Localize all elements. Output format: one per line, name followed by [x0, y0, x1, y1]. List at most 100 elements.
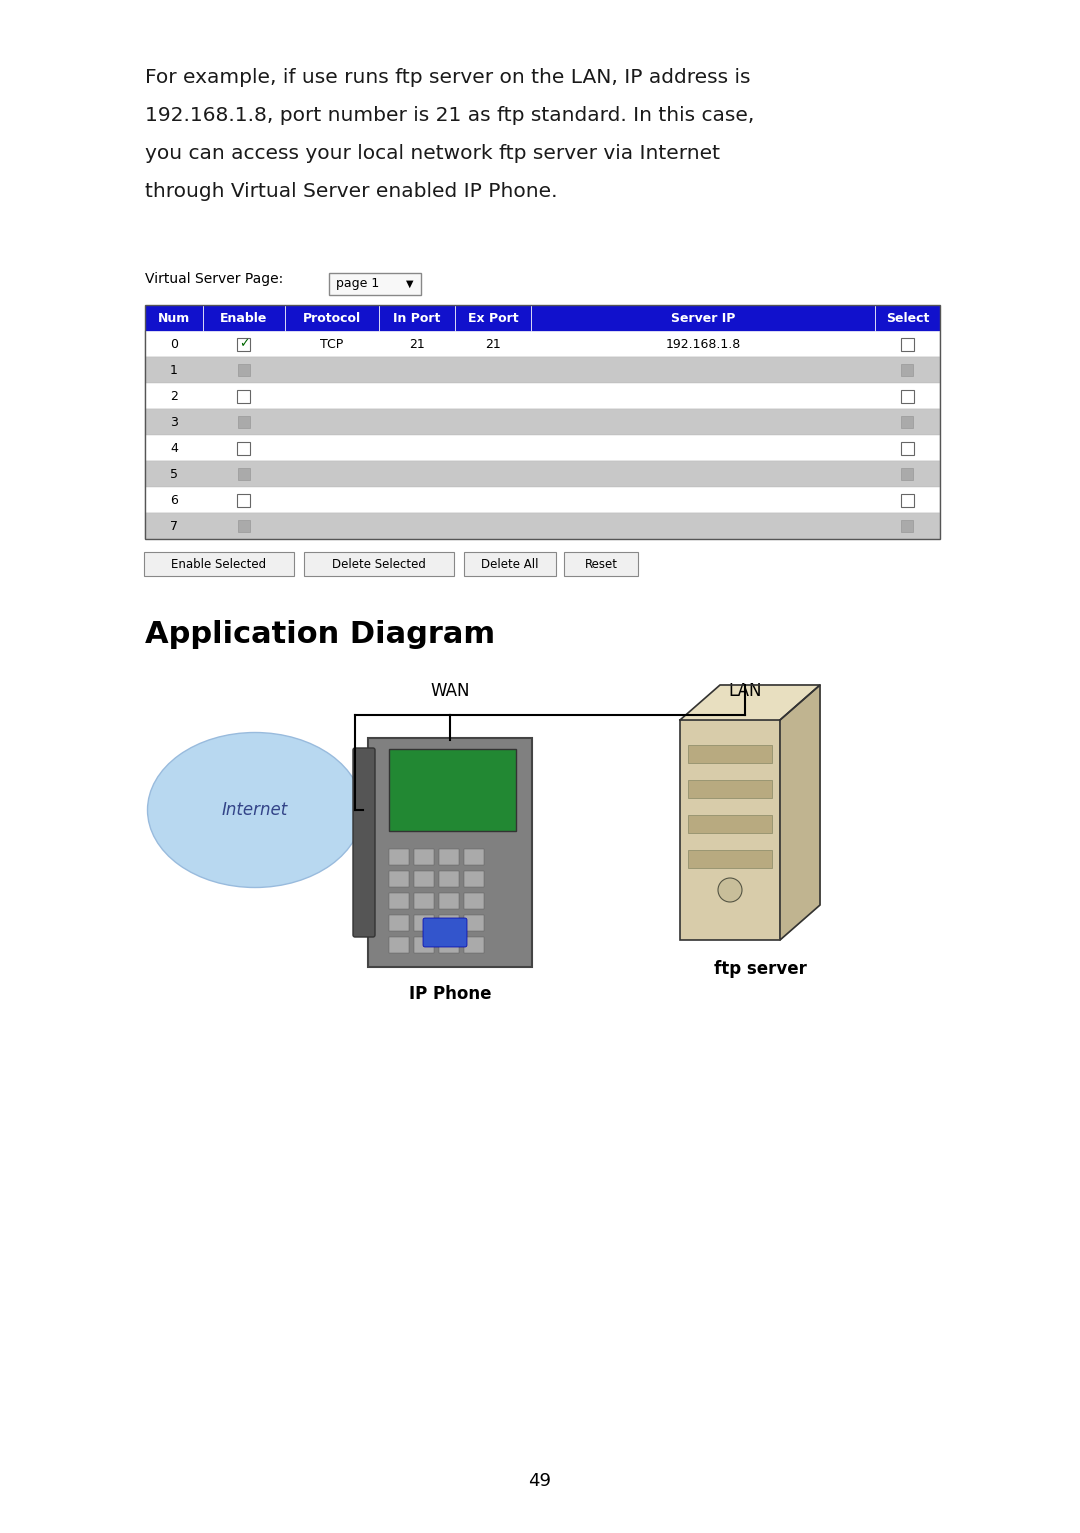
FancyBboxPatch shape — [145, 383, 940, 409]
FancyBboxPatch shape — [875, 305, 940, 331]
Text: ftp server: ftp server — [714, 960, 807, 978]
Text: 3: 3 — [170, 415, 178, 429]
FancyBboxPatch shape — [144, 552, 294, 576]
FancyBboxPatch shape — [423, 918, 467, 947]
Text: 1: 1 — [170, 363, 178, 377]
Text: For example, if use runs ftp server on the LAN, IP address is: For example, if use runs ftp server on t… — [145, 67, 751, 87]
Text: Enable Selected: Enable Selected — [172, 558, 267, 570]
FancyBboxPatch shape — [238, 337, 251, 351]
Text: IP Phone: IP Phone — [408, 986, 491, 1003]
Polygon shape — [780, 685, 820, 940]
Text: 49: 49 — [528, 1472, 552, 1490]
Text: Num: Num — [158, 311, 190, 325]
FancyBboxPatch shape — [902, 415, 914, 428]
Text: Protocol: Protocol — [302, 311, 361, 325]
Text: you can access your local network ftp server via Internet: you can access your local network ftp se… — [145, 144, 720, 162]
FancyBboxPatch shape — [455, 305, 531, 331]
FancyBboxPatch shape — [414, 894, 434, 909]
FancyBboxPatch shape — [901, 442, 914, 454]
FancyBboxPatch shape — [414, 849, 434, 865]
FancyBboxPatch shape — [238, 494, 251, 506]
FancyBboxPatch shape — [901, 494, 914, 506]
FancyBboxPatch shape — [414, 937, 434, 954]
FancyBboxPatch shape — [389, 849, 409, 865]
Text: Delete All: Delete All — [482, 558, 539, 570]
FancyBboxPatch shape — [145, 305, 203, 331]
FancyBboxPatch shape — [389, 894, 409, 909]
FancyBboxPatch shape — [688, 745, 772, 763]
FancyBboxPatch shape — [238, 442, 251, 454]
FancyBboxPatch shape — [438, 894, 459, 909]
Text: Reset: Reset — [584, 558, 618, 570]
Text: Enable: Enable — [220, 311, 268, 325]
Text: 6: 6 — [170, 494, 178, 506]
FancyBboxPatch shape — [238, 415, 249, 428]
FancyBboxPatch shape — [145, 514, 940, 540]
FancyBboxPatch shape — [389, 750, 516, 831]
Circle shape — [718, 878, 742, 901]
FancyBboxPatch shape — [688, 849, 772, 868]
FancyBboxPatch shape — [438, 849, 459, 865]
Text: 5: 5 — [170, 468, 178, 480]
Ellipse shape — [148, 733, 363, 888]
FancyBboxPatch shape — [438, 915, 459, 931]
FancyBboxPatch shape — [414, 915, 434, 931]
FancyBboxPatch shape — [902, 468, 914, 480]
FancyBboxPatch shape — [145, 487, 940, 514]
Text: Internet: Internet — [221, 802, 288, 819]
FancyBboxPatch shape — [379, 305, 455, 331]
Text: page 1: page 1 — [336, 277, 379, 290]
FancyBboxPatch shape — [464, 937, 484, 954]
FancyBboxPatch shape — [389, 871, 409, 888]
Text: In Port: In Port — [393, 311, 441, 325]
Text: ▼: ▼ — [406, 279, 414, 290]
Text: TCP: TCP — [320, 337, 343, 351]
FancyBboxPatch shape — [531, 305, 875, 331]
Text: 7: 7 — [170, 520, 178, 532]
FancyBboxPatch shape — [353, 748, 375, 937]
FancyBboxPatch shape — [902, 363, 914, 376]
FancyBboxPatch shape — [464, 849, 484, 865]
Text: 2: 2 — [170, 389, 178, 403]
FancyBboxPatch shape — [438, 871, 459, 888]
Text: LAN: LAN — [728, 682, 761, 701]
FancyBboxPatch shape — [414, 871, 434, 888]
Text: Ex Port: Ex Port — [468, 311, 518, 325]
FancyBboxPatch shape — [238, 389, 251, 403]
FancyBboxPatch shape — [238, 363, 249, 376]
FancyBboxPatch shape — [145, 331, 940, 357]
FancyBboxPatch shape — [368, 737, 532, 967]
FancyBboxPatch shape — [145, 461, 940, 487]
FancyBboxPatch shape — [329, 273, 421, 294]
FancyBboxPatch shape — [238, 520, 249, 532]
FancyBboxPatch shape — [145, 409, 940, 435]
FancyBboxPatch shape — [145, 435, 940, 461]
FancyBboxPatch shape — [303, 552, 454, 576]
FancyBboxPatch shape — [464, 552, 556, 576]
Text: Virtual Server Page:: Virtual Server Page: — [145, 271, 283, 287]
FancyBboxPatch shape — [901, 389, 914, 403]
FancyBboxPatch shape — [688, 780, 772, 799]
Text: Select: Select — [886, 311, 929, 325]
FancyBboxPatch shape — [438, 937, 459, 954]
FancyBboxPatch shape — [464, 915, 484, 931]
FancyBboxPatch shape — [389, 937, 409, 954]
FancyBboxPatch shape — [389, 915, 409, 931]
FancyBboxPatch shape — [464, 894, 484, 909]
FancyBboxPatch shape — [285, 305, 379, 331]
Text: Application Diagram: Application Diagram — [145, 619, 495, 648]
FancyBboxPatch shape — [564, 552, 638, 576]
FancyBboxPatch shape — [901, 337, 914, 351]
FancyBboxPatch shape — [680, 721, 780, 940]
FancyBboxPatch shape — [902, 520, 914, 532]
Text: WAN: WAN — [430, 682, 470, 701]
Text: 0: 0 — [170, 337, 178, 351]
Text: 192.168.1.8: 192.168.1.8 — [665, 337, 741, 351]
FancyBboxPatch shape — [464, 871, 484, 888]
Text: 192.168.1.8, port number is 21 as ftp standard. In this case,: 192.168.1.8, port number is 21 as ftp st… — [145, 106, 754, 126]
Text: 21: 21 — [485, 337, 501, 351]
FancyBboxPatch shape — [203, 305, 285, 331]
FancyBboxPatch shape — [238, 468, 249, 480]
Text: 21: 21 — [409, 337, 424, 351]
Text: Delete Selected: Delete Selected — [332, 558, 426, 570]
